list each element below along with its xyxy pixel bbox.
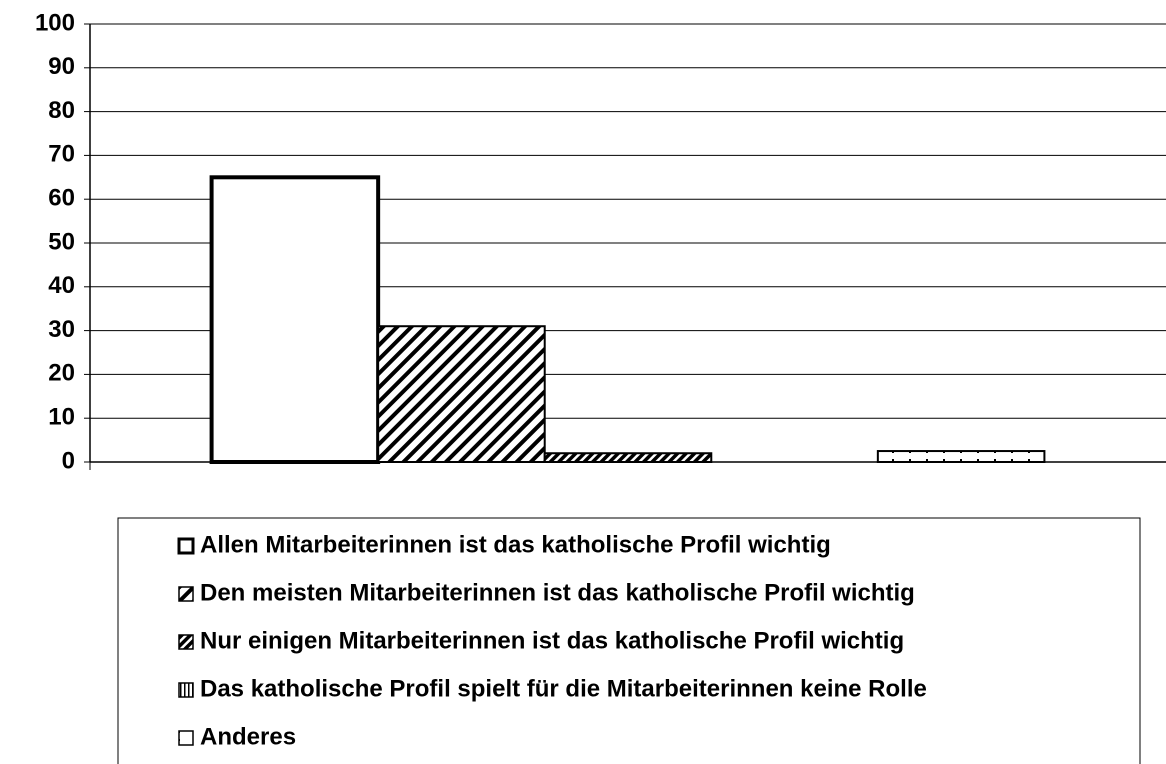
y-tick-label: 20 xyxy=(48,360,75,387)
legend-label: Anderes xyxy=(200,723,296,750)
legend-label: Nur einigen Mitarbeiterinnen ist das kat… xyxy=(200,627,904,654)
legend-box xyxy=(117,517,1141,764)
legend-marker xyxy=(178,730,194,746)
y-tick-label: 90 xyxy=(48,53,75,80)
legend-label: Den meisten Mitarbeiterinnen ist das kat… xyxy=(200,579,915,606)
y-tick-label: 60 xyxy=(48,185,75,212)
bar xyxy=(543,452,713,463)
legend-marker xyxy=(178,634,194,650)
y-tick-label: 50 xyxy=(48,228,75,255)
bar xyxy=(209,175,381,465)
legend-marker xyxy=(177,537,195,555)
legend-marker xyxy=(178,682,194,698)
y-tick-label: 100 xyxy=(35,9,75,36)
legend-label: Allen Mitarbeiterinnen ist das katholisc… xyxy=(200,531,831,558)
legend-label: Das katholische Profil spielt für die Mi… xyxy=(200,675,927,702)
bar xyxy=(876,450,1046,463)
y-tick-label: 0 xyxy=(62,447,75,474)
y-tick-label: 70 xyxy=(48,141,75,168)
bar xyxy=(377,325,546,463)
y-tick-label: 40 xyxy=(48,272,75,299)
legend-marker xyxy=(178,586,194,602)
y-tick-label: 80 xyxy=(48,97,75,124)
y-tick-label: 30 xyxy=(48,316,75,343)
y-tick-label: 10 xyxy=(48,404,75,431)
